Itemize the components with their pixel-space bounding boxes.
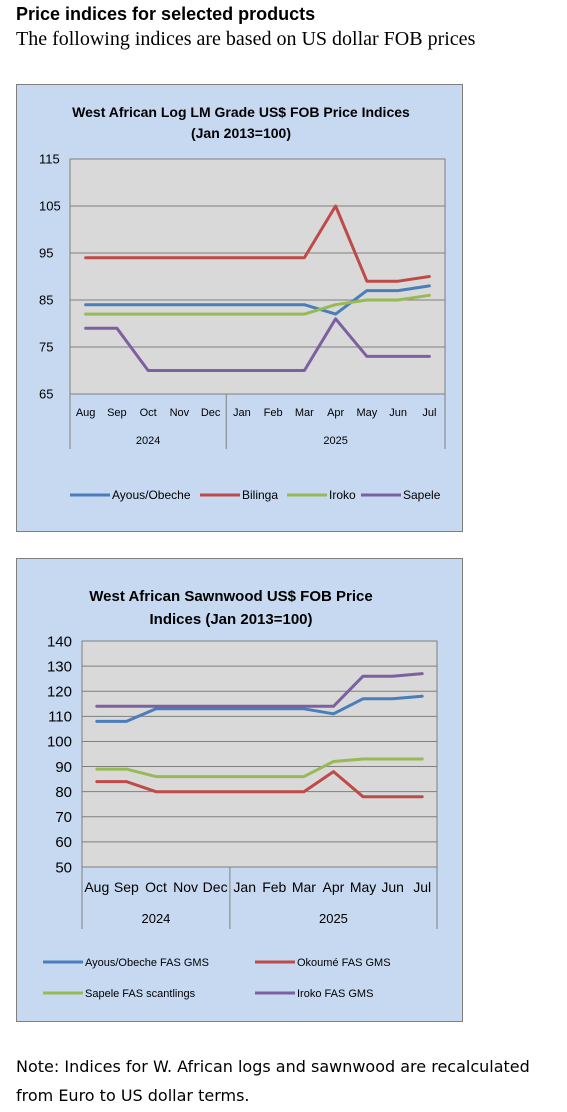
legend-label: Bilinga <box>242 488 278 502</box>
x-tick-label: Jun <box>389 407 407 419</box>
log-price-chart-svg: West African Log LM Grade US$ FOB Price … <box>39 104 446 502</box>
series-line <box>84 293 431 316</box>
y-tick-label: 80 <box>55 784 72 801</box>
legend-label: Okoumé FAS GMS <box>297 957 391 969</box>
x-tick-label: Feb <box>264 407 283 419</box>
x-tick-label: Dec <box>203 879 228 895</box>
x-tick-label: Sep <box>107 407 127 419</box>
y-tick-label: 115 <box>39 152 60 167</box>
y-tick-label: 130 <box>47 658 72 675</box>
y-tick-label: 85 <box>39 293 53 308</box>
series-line <box>84 317 431 372</box>
y-tick-label: 70 <box>55 809 72 826</box>
plot-area <box>81 640 438 868</box>
chart-title-line: Indices (Jan 2013=100) <box>149 611 312 628</box>
series-line <box>95 770 424 799</box>
x-tick-label: Feb <box>262 879 286 895</box>
x-tick-label: Dec <box>201 407 221 419</box>
x-tick-label: Mar <box>295 407 314 419</box>
x-group-label: 2024 <box>136 435 160 447</box>
y-tick-label: 95 <box>39 246 53 261</box>
log-price-chart: West African Log LM Grade US$ FOB Price … <box>16 84 463 532</box>
legend-label: Ayous/Obeche FAS GMS <box>85 957 209 969</box>
x-tick-label: Nov <box>170 407 190 419</box>
x-tick-label: Oct <box>140 407 157 419</box>
chart-title-line: (Jan 2013=100) <box>191 125 291 141</box>
page-subheading: The following indices are based on US do… <box>16 28 476 50</box>
series-line <box>95 672 424 708</box>
series-line <box>95 757 424 779</box>
y-tick-label: 140 <box>47 633 72 650</box>
x-tick-label: Mar <box>292 879 316 895</box>
y-tick-label: 65 <box>39 387 53 402</box>
note-text: Note: Indices for W. African logs and sa… <box>16 1057 530 1105</box>
plot-area <box>69 158 446 395</box>
x-tick-label: Jan <box>233 879 256 895</box>
page-heading: Price indices for selected products <box>16 4 316 24</box>
y-tick-label: 120 <box>47 683 72 700</box>
y-tick-label: 110 <box>48 709 72 726</box>
x-group-label: 2024 <box>141 911 170 926</box>
x-group-label: 2025 <box>319 911 348 926</box>
x-group-label: 2025 <box>323 435 347 447</box>
chart-title-line: West African Sawnwood US$ FOB Price <box>89 588 372 605</box>
y-tick-label: 60 <box>55 834 72 851</box>
x-tick-label: Nov <box>173 879 198 895</box>
legend-label: Iroko <box>329 488 356 502</box>
sawnwood-price-chart-svg: West African Sawnwood US$ FOB Price Indic… <box>43 588 438 1000</box>
x-tick-label: Aug <box>76 407 96 419</box>
legend-label: Ayous/Obeche <box>112 488 191 502</box>
legend-label: Iroko FAS GMS <box>297 988 373 1000</box>
y-tick-label: 105 <box>39 199 61 214</box>
series-line <box>84 204 431 283</box>
y-tick-label: 100 <box>47 734 72 751</box>
sawnwood-price-chart: West African Sawnwood US$ FOB Price Indic… <box>16 558 463 1022</box>
x-tick-label: May <box>350 879 376 895</box>
x-tick-label: May <box>356 407 377 419</box>
x-tick-label: Jul <box>413 879 431 895</box>
legend-label: Sapele <box>403 488 441 502</box>
x-tick-label: Jul <box>422 407 436 419</box>
chart-title-line: West African Log LM Grade US$ FOB Price … <box>72 104 410 120</box>
series-line <box>84 284 431 316</box>
x-tick-label: Apr <box>323 879 345 895</box>
x-tick-label: Jan <box>233 407 251 419</box>
y-tick-label: 50 <box>55 859 72 876</box>
x-tick-label: Aug <box>84 879 109 895</box>
series-line <box>95 694 424 723</box>
legend-label: Sapele FAS scantlings <box>85 988 196 1000</box>
x-tick-label: Sep <box>114 879 139 895</box>
x-tick-label: Oct <box>145 879 167 895</box>
y-tick-label: 75 <box>39 340 53 355</box>
y-tick-label: 90 <box>55 759 72 776</box>
x-tick-label: Apr <box>327 407 344 419</box>
x-tick-label: Jun <box>381 879 404 895</box>
